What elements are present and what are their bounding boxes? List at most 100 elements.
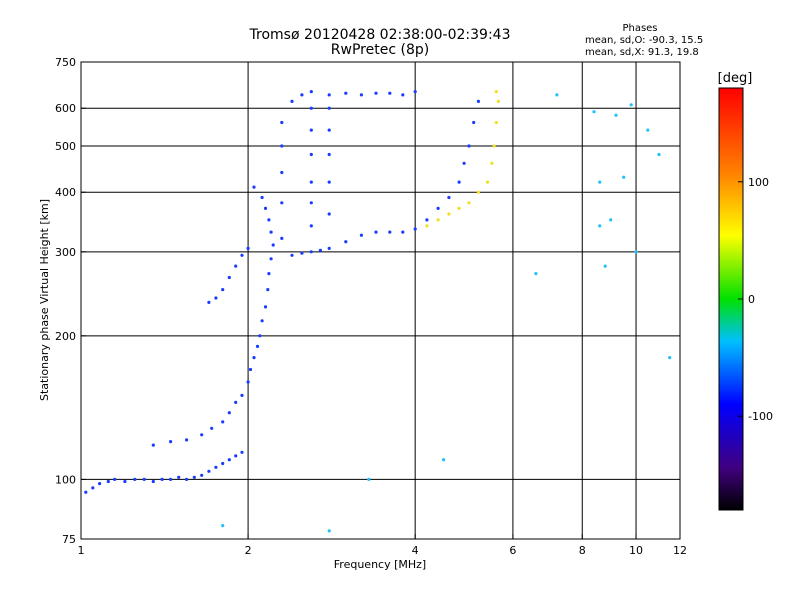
data-point: [344, 240, 348, 244]
data-points: [84, 90, 672, 533]
data-point: [603, 264, 607, 268]
data-point: [401, 93, 405, 97]
data-point: [263, 206, 268, 210]
x-axis-label: Frequency [MHz]: [334, 558, 426, 571]
data-point: [185, 477, 189, 481]
data-point: [240, 450, 244, 454]
data-point: [151, 479, 155, 484]
y-tick-label: 300: [55, 246, 76, 259]
data-point: [192, 475, 196, 479]
x-tick-label: 1: [78, 544, 85, 557]
data-point: [309, 128, 313, 132]
data-point: [221, 461, 225, 466]
data-point: [327, 93, 331, 97]
data-point: [413, 90, 417, 94]
data-point: [598, 180, 602, 184]
y-axis-label: Stationary phase Virtual Height [km]: [38, 199, 51, 401]
data-point: [185, 438, 189, 442]
data-point: [534, 272, 538, 276]
x-tick-label: 6: [509, 544, 516, 557]
data-point: [413, 227, 417, 231]
data-point: [280, 170, 284, 175]
data-point: [309, 152, 313, 157]
data-point: [598, 224, 602, 228]
colorbar-tick-label: 100: [748, 176, 769, 189]
data-point: [436, 206, 440, 210]
x-tick-label: 10: [629, 544, 643, 557]
data-point: [425, 218, 429, 222]
data-point: [269, 230, 273, 234]
data-point: [490, 161, 494, 165]
data-point: [555, 93, 559, 97]
colorbar-ticks: 100 0 -100: [738, 176, 773, 423]
y-tick-label: 500: [55, 140, 76, 153]
data-point: [260, 195, 264, 200]
data-point: [207, 469, 211, 473]
data-point: [113, 477, 117, 481]
data-point: [269, 257, 273, 261]
y-tick-label: 75: [62, 533, 76, 546]
data-point: [160, 477, 164, 481]
x-tick-label: 12: [673, 544, 687, 557]
colorbar-label: [deg]: [718, 71, 753, 86]
x-tick-label: 2: [245, 544, 252, 557]
data-point: [327, 152, 331, 157]
data-point: [309, 201, 313, 205]
data-point: [267, 218, 271, 222]
data-point: [327, 212, 331, 216]
data-point: [234, 400, 238, 404]
data-point: [290, 253, 294, 257]
data-point: [240, 393, 244, 397]
data-point: [200, 433, 204, 437]
data-point: [374, 230, 378, 234]
data-point: [609, 218, 613, 222]
data-point: [476, 190, 480, 194]
data-point: [142, 477, 146, 481]
data-point: [263, 305, 268, 309]
data-point: [280, 144, 284, 148]
data-point: [614, 113, 618, 117]
data-point: [246, 380, 250, 384]
phases-heading: Phases: [622, 23, 657, 34]
data-point: [592, 110, 596, 114]
data-point: [221, 420, 225, 424]
data-point: [374, 91, 378, 95]
colorbar-tick-label: -100: [748, 410, 773, 423]
data-point: [221, 288, 225, 292]
data-point: [646, 128, 650, 132]
data-point: [359, 93, 363, 97]
data-point: [234, 264, 238, 268]
data-point: [327, 106, 331, 110]
data-point: [246, 246, 250, 250]
data-point: [84, 490, 88, 494]
data-point: [447, 212, 451, 216]
data-point: [280, 201, 284, 205]
data-point: [266, 288, 270, 292]
data-point: [227, 411, 231, 415]
data-point: [447, 195, 451, 200]
data-point: [200, 473, 204, 477]
data-point: [234, 454, 238, 458]
data-point: [442, 458, 446, 462]
data-point: [327, 180, 331, 184]
x-tick-label: 4: [412, 544, 419, 557]
data-point: [467, 144, 471, 148]
data-point: [309, 180, 313, 184]
x-axis-ticks: 1 2 4 6 8 10 12: [78, 534, 687, 557]
data-point: [388, 91, 392, 95]
data-point: [248, 367, 253, 372]
data-point: [388, 230, 392, 234]
data-point: [657, 152, 661, 157]
x-tick-label: 8: [579, 544, 586, 557]
data-point: [300, 251, 304, 255]
grid-lines: [81, 62, 680, 539]
y-tick-label: 600: [55, 102, 76, 115]
data-point: [207, 300, 211, 304]
data-point: [476, 99, 480, 103]
data-point: [271, 243, 275, 247]
data-point: [210, 426, 214, 430]
data-point: [169, 440, 173, 444]
data-point: [255, 344, 260, 348]
